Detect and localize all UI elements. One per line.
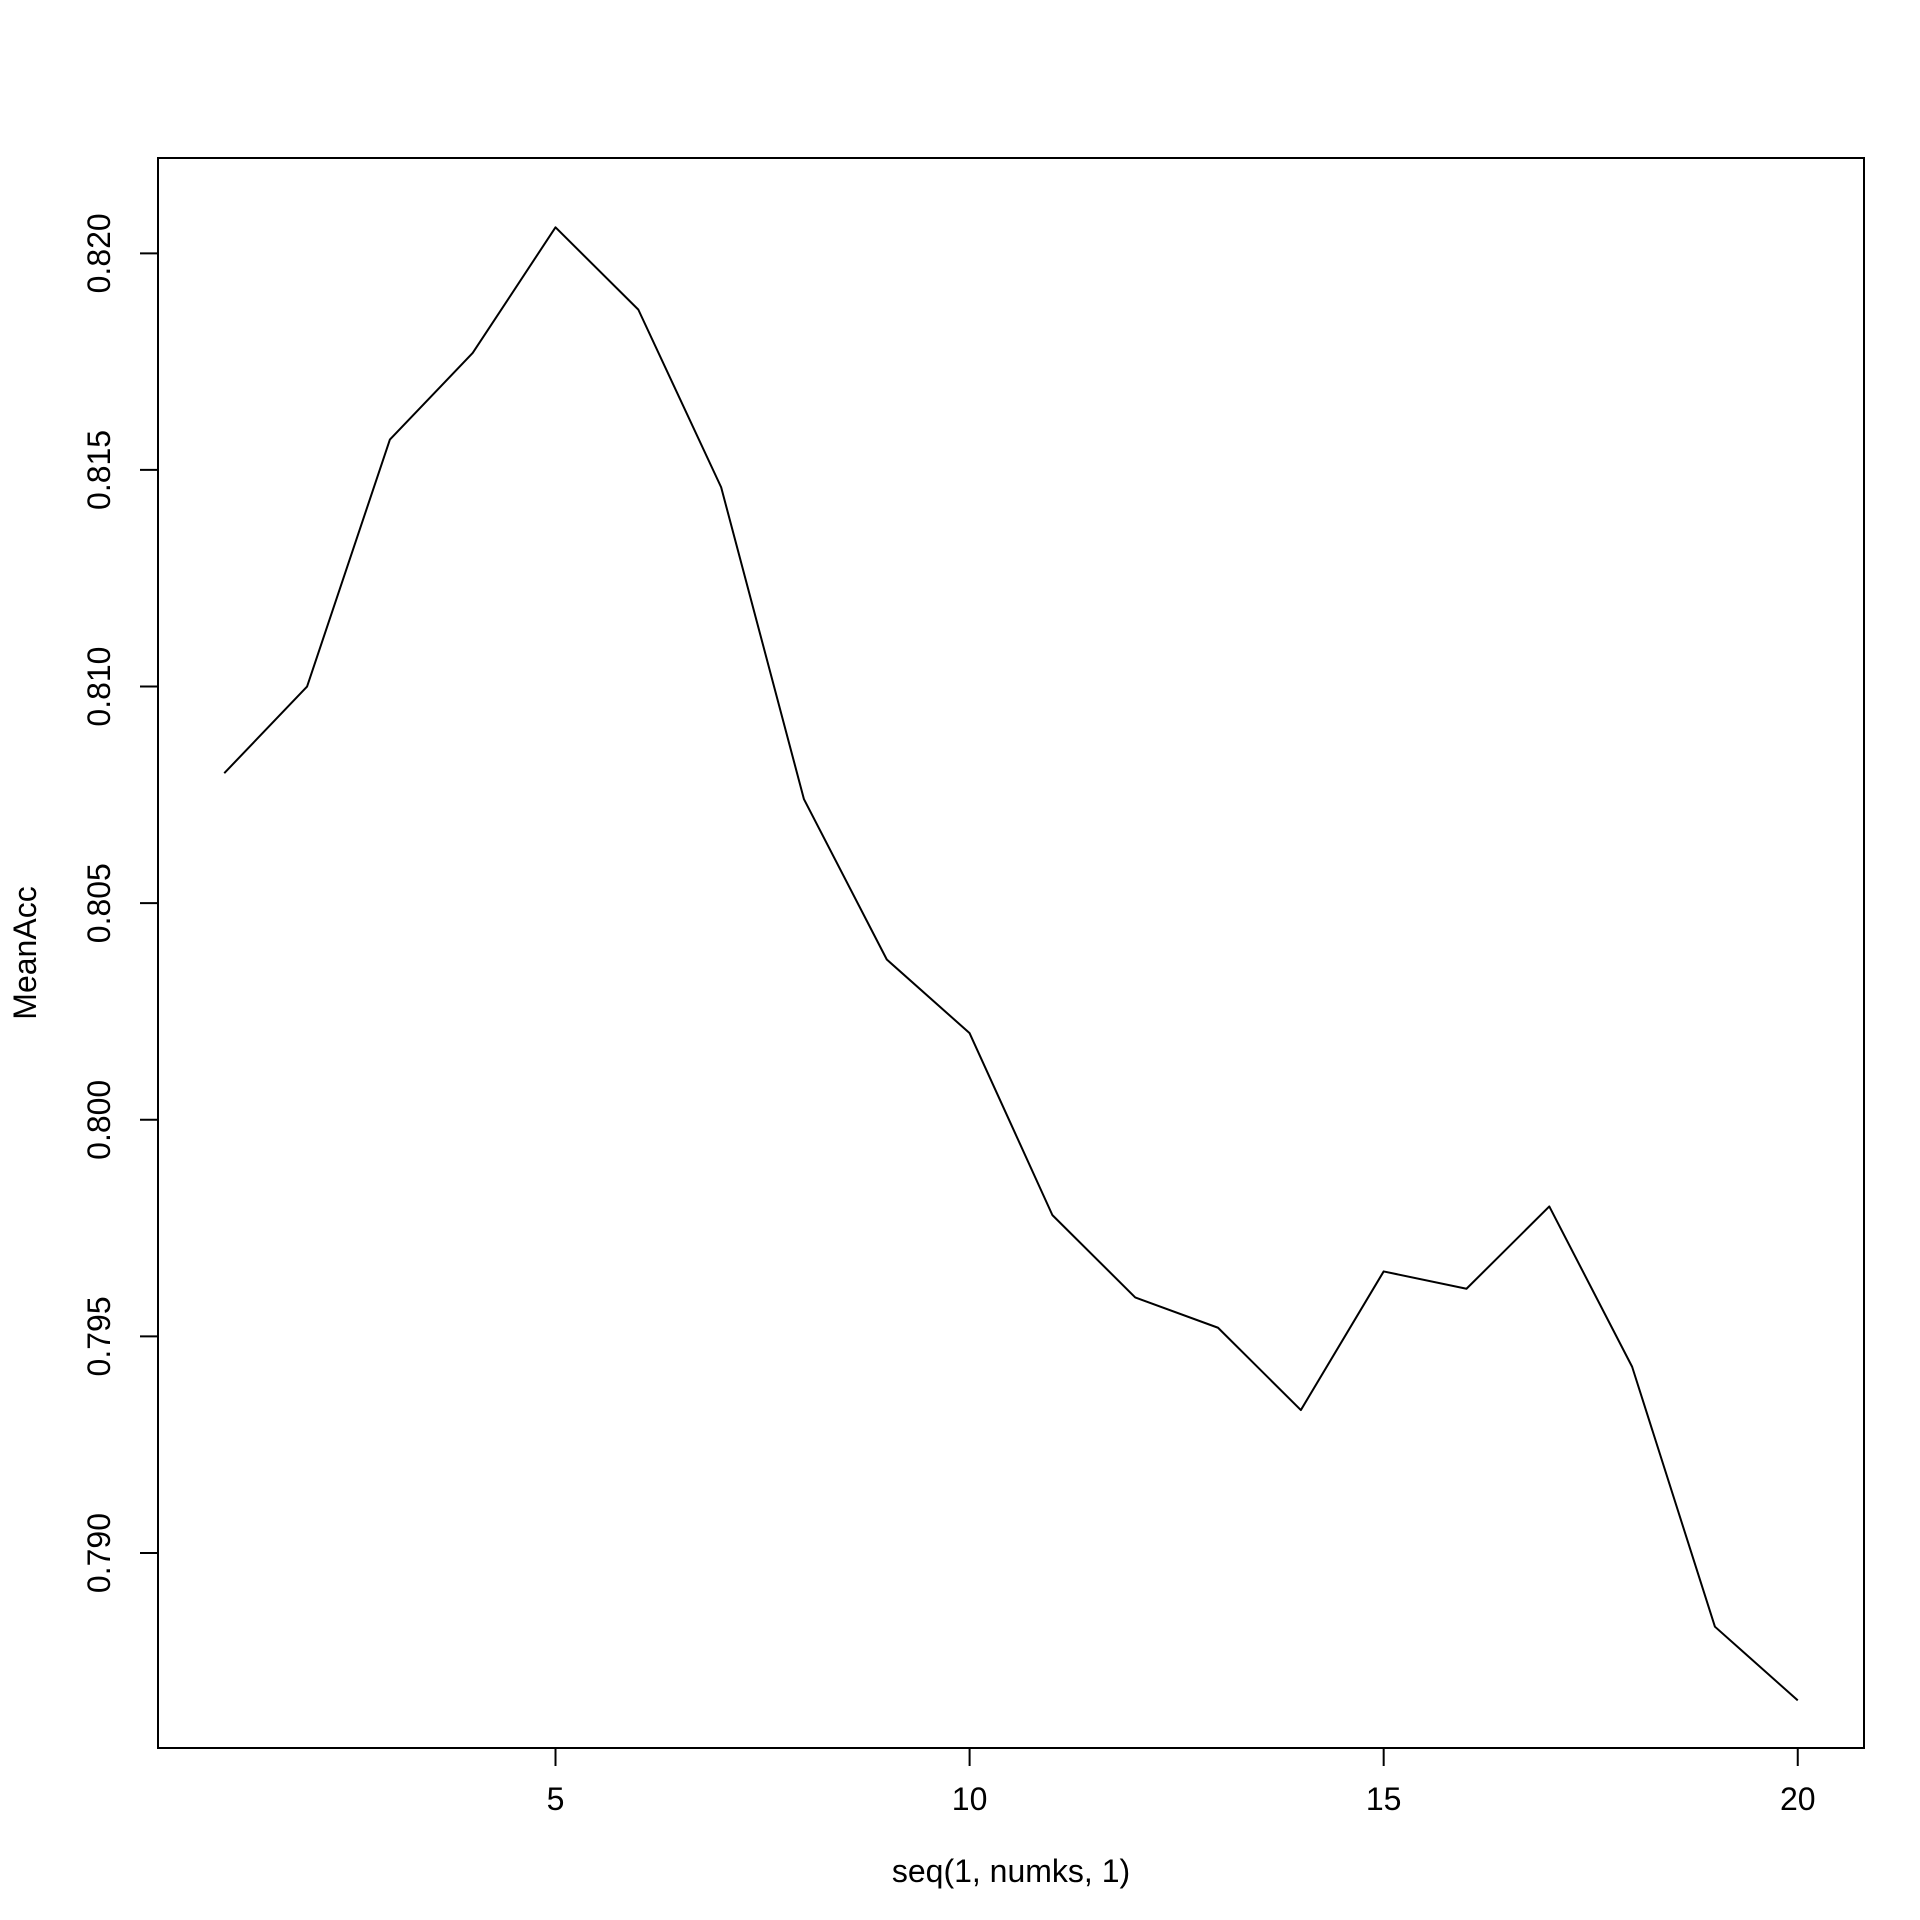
- x-tick-label: 10: [952, 1781, 988, 1817]
- tick-labels: 5 10 15 20 0.790 0.795 0.800 0.805 0.810 0.815 0.8…: [81, 213, 1816, 1817]
- x-tick-label: 20: [1780, 1781, 1816, 1817]
- series-layer: [223, 226, 1799, 1702]
- y-tick-label: 0.815: [81, 430, 117, 510]
- x-axis-label: seq(1, numks, 1): [892, 1853, 1130, 1889]
- y-tick-label: 0.795: [81, 1296, 117, 1376]
- series-line: [223, 226, 1799, 1702]
- y-tick-label: 0.805: [81, 863, 117, 943]
- y-axis-label: MeanAcc: [7, 886, 43, 1019]
- y-tick-label: 0.820: [81, 213, 117, 293]
- x-tick-label: 15: [1366, 1781, 1402, 1817]
- x-tick-label: 5: [547, 1781, 565, 1817]
- plot-frame: [157, 157, 1865, 1749]
- y-tick-label: 0.800: [81, 1080, 117, 1160]
- y-tick-label: 0.810: [81, 647, 117, 727]
- y-tick-label: 0.790: [81, 1513, 117, 1593]
- tick-marks: [140, 252, 1799, 1766]
